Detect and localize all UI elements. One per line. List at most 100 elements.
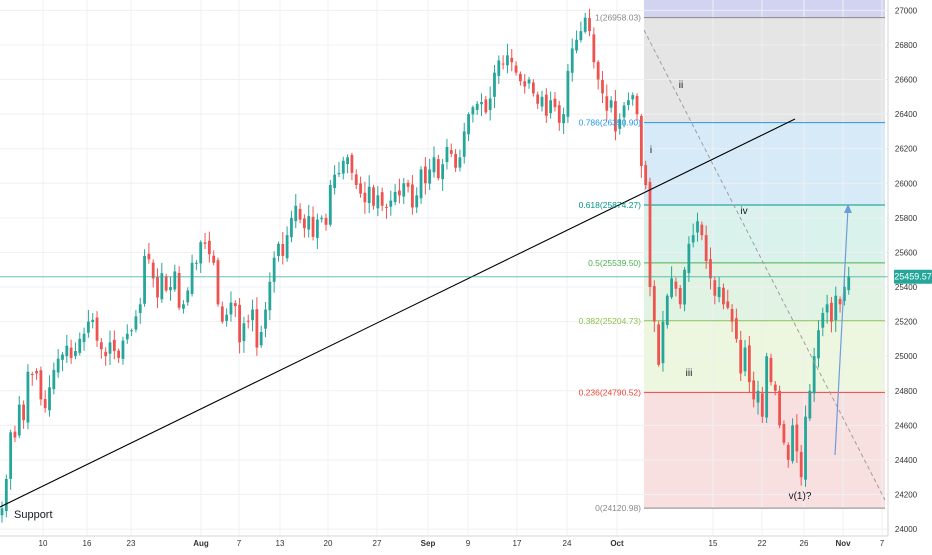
candle-body [26,371,30,423]
fib-band [644,0,885,18]
candle-body [825,304,829,313]
candle-body [769,357,773,383]
candle-body [91,319,95,323]
candle-body [268,281,272,311]
forecast-arrow-line [834,207,849,456]
candle-body [665,295,669,326]
candle-body [147,253,151,260]
candle-body [303,218,306,229]
price-tick-label: 24200 [895,491,918,500]
price-tick-label: 26800 [895,41,918,50]
time-tick-label: 22 [758,539,767,548]
candle-body [821,312,825,328]
candle-body [389,200,393,207]
time-axis-background [0,536,932,550]
price-tick-label: 26600 [895,76,918,85]
candle-body [778,390,781,426]
candle-body [691,235,695,243]
candle-body [843,287,846,302]
candle-body [350,154,354,173]
candle-body [17,404,21,436]
candle-body [259,331,263,346]
support-trendline [0,118,796,508]
price-tick-label: 26200 [895,145,918,154]
candle-body [95,317,99,341]
candle-body [536,94,540,104]
candle-body [609,100,613,108]
candle-body [169,287,172,291]
price-tick-label: 24400 [895,456,918,465]
candle-body [419,169,423,199]
time-tick-label: 20 [324,539,333,548]
candle-body [454,154,457,168]
candle-body [717,287,721,298]
candle-body [458,157,462,168]
candle-body [627,100,630,105]
fib-level-label: 0(24120.98) [595,503,641,513]
candle-body [519,73,522,82]
candle-body [812,356,816,394]
candle-body [791,425,794,462]
candle-body [39,370,43,400]
wave-label: iv [740,206,747,217]
time-tick-label: 13 [276,539,285,548]
candle-body [575,39,578,51]
candle-body [661,321,665,364]
candle-body [786,444,790,460]
time-tick-label: Sep [421,539,436,548]
candle-body [475,103,479,110]
fib-band [644,205,885,263]
candle-body [557,105,561,123]
candle-body [592,34,596,63]
candle-body [186,290,190,303]
candle-body [52,370,56,390]
candle-body [229,302,233,315]
candle-body [134,316,138,330]
candle-body [406,182,410,187]
time-axis: 10 16 23 Aug 7 13 20 27 Sep 9 17 24 Oct 15 22 26 Nov 7 [0,535,932,550]
drawing-overlays [0,29,888,508]
candle-body [549,100,553,114]
candle-body [462,131,466,157]
candle-body [9,432,13,479]
time-tick-label: 7 [880,539,885,548]
candle-body [112,339,116,351]
candle-body [445,146,449,163]
candle-body [804,416,807,480]
candle-body [190,262,194,294]
candle-body [324,217,328,225]
candle-body [48,387,51,411]
candle-body [506,55,509,66]
candle-body [363,192,367,203]
candle-body [428,169,432,184]
candle-body [277,243,280,257]
candle-body [678,287,682,305]
time-tick-label: Oct [610,539,624,548]
price-tick-label: 25000 [895,352,918,361]
candlesticks [0,8,851,523]
candle-body [138,304,142,314]
price-tick-label: 25600 [895,248,918,257]
candle-body [255,309,259,348]
candle-body [117,350,121,358]
candle-body [713,280,717,296]
candle-body [687,243,691,273]
candle-body [709,259,712,279]
price-tick-label: 25200 [895,318,918,327]
candle-body [631,95,635,100]
candle-body [488,98,492,111]
candle-body [398,190,401,196]
candle-body [251,309,254,321]
time-tick-label: 15 [709,539,718,548]
candle-body [307,216,311,230]
candle-body [795,424,799,452]
candle-body [838,299,842,305]
candle-body [423,166,427,184]
candle-body [78,338,82,353]
candle-body [298,208,302,220]
fibonacci-bands [644,0,885,509]
time-tick-label: 17 [513,539,522,548]
candle-body [220,306,224,322]
